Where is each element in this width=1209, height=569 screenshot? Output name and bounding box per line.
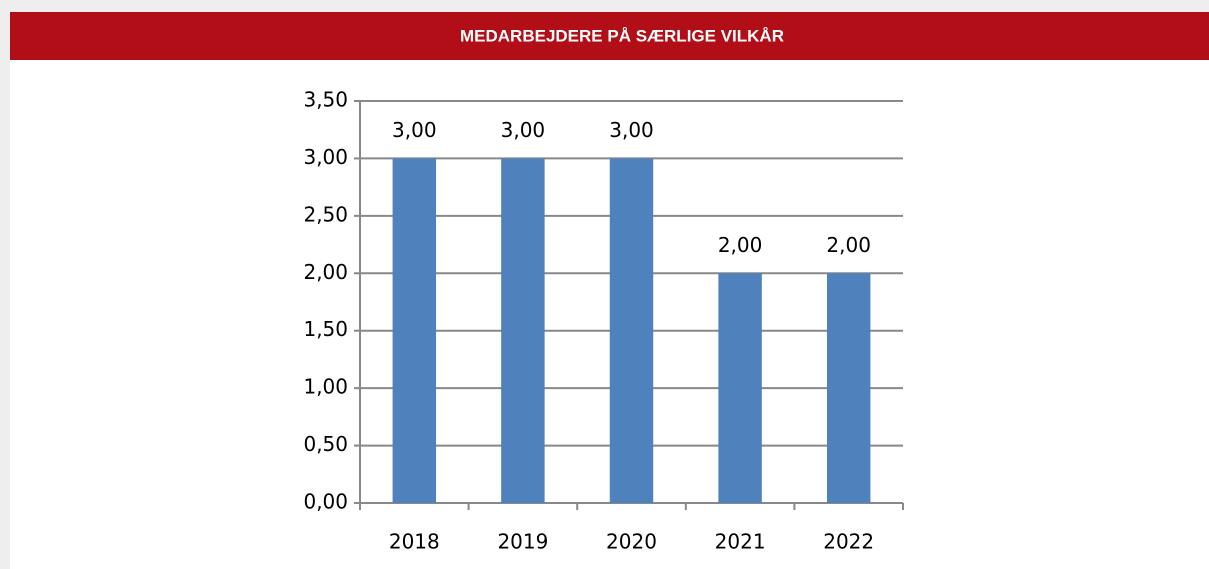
x-tick-label: 2018 (389, 530, 440, 554)
bar (501, 158, 545, 503)
panel (10, 12, 1209, 569)
y-tick-label: 0,50 (303, 432, 348, 456)
bar (392, 158, 437, 503)
bar (718, 273, 762, 503)
x-tick-label: 2022 (823, 530, 874, 554)
y-tick-label: 2,50 (303, 202, 348, 226)
value-label: 3,00 (392, 118, 437, 142)
y-tick-label: 2,00 (303, 260, 348, 284)
x-tick-label: 2019 (497, 530, 548, 554)
y-tick-label: 3,00 (303, 145, 348, 169)
bar (826, 273, 871, 503)
value-label: 2,00 (718, 233, 763, 257)
value-label: 2,00 (826, 233, 871, 257)
bar (609, 158, 654, 503)
value-label: 3,00 (501, 118, 546, 142)
y-tick-label: 0,00 (303, 490, 348, 514)
y-tick-label: 1,50 (303, 317, 348, 341)
chart-title: MEDARBEJDERE PÅ SÆRLIGE VILKÅR (460, 26, 784, 45)
y-tick-label: 3,50 (303, 88, 348, 112)
value-label: 3,00 (609, 118, 654, 142)
y-tick-label: 1,00 (303, 375, 348, 399)
x-tick-label: 2020 (606, 530, 657, 554)
header (10, 12, 1209, 60)
x-tick-label: 2021 (715, 530, 766, 554)
